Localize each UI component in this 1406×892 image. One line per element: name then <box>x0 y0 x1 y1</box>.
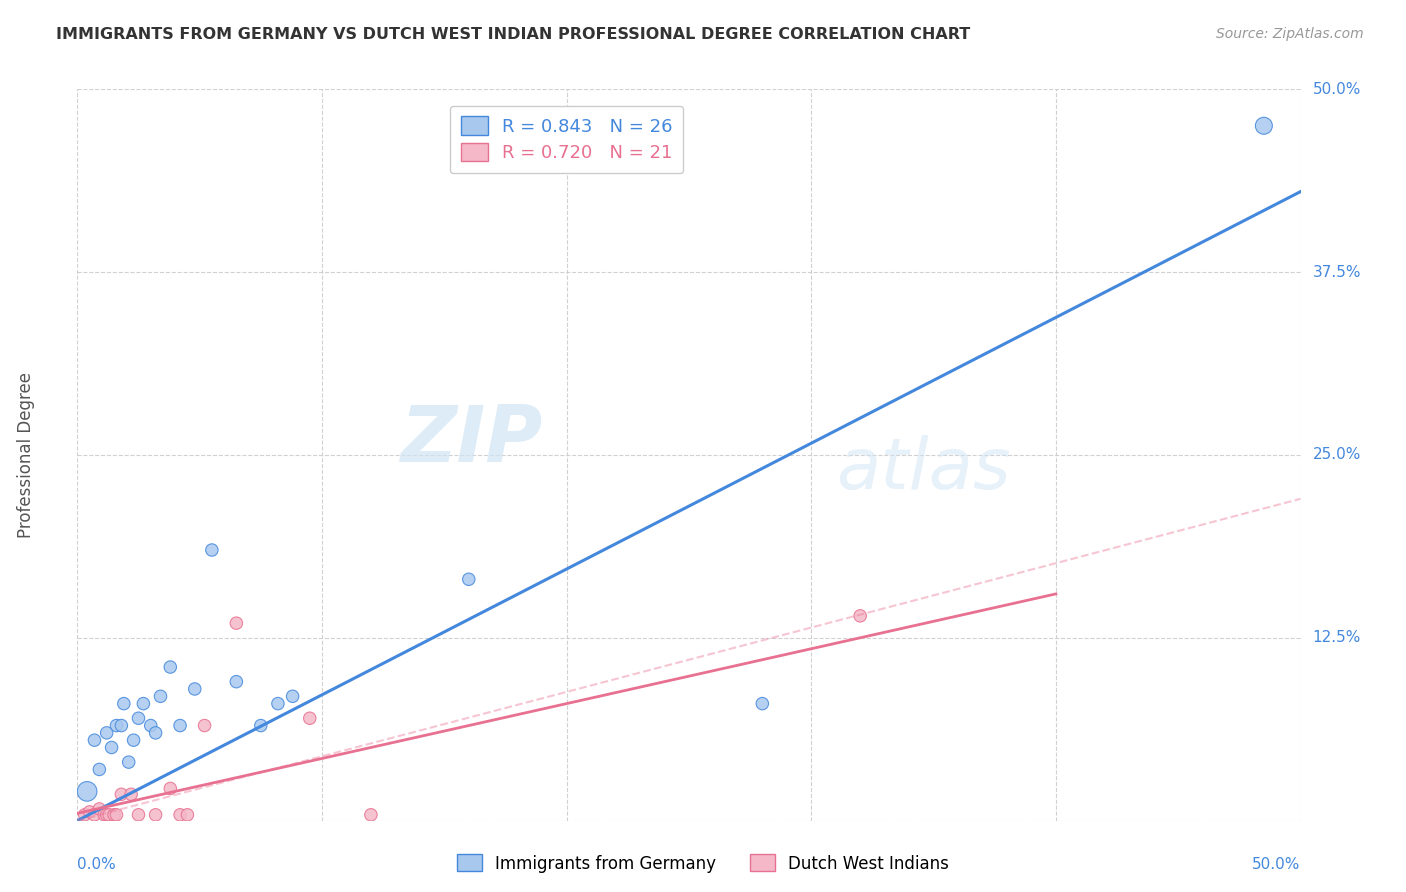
Point <box>250 718 273 732</box>
Point <box>132 697 155 711</box>
Point <box>120 787 142 801</box>
Point <box>127 711 149 725</box>
Point <box>159 781 181 796</box>
Point <box>1253 119 1275 133</box>
Point <box>751 697 773 711</box>
Point <box>96 807 118 822</box>
Point <box>169 807 191 822</box>
Text: 12.5%: 12.5% <box>1313 631 1361 645</box>
Point <box>127 807 149 822</box>
Point <box>93 807 115 822</box>
Text: atlas: atlas <box>835 435 1011 504</box>
Point <box>281 690 304 704</box>
Text: Source: ZipAtlas.com: Source: ZipAtlas.com <box>1216 27 1364 41</box>
Text: ZIP: ZIP <box>399 402 543 478</box>
Point <box>169 718 191 732</box>
Point <box>105 807 128 822</box>
Point <box>225 674 247 689</box>
Point <box>89 802 111 816</box>
Point <box>225 616 247 631</box>
Point <box>457 572 479 586</box>
Point <box>176 807 198 822</box>
Point <box>267 697 290 711</box>
Point <box>83 807 105 822</box>
Point <box>149 690 172 704</box>
Text: 50.0%: 50.0% <box>1313 82 1361 96</box>
Point <box>83 733 105 747</box>
Point <box>73 807 96 822</box>
Text: 37.5%: 37.5% <box>1313 265 1361 279</box>
Point <box>79 805 101 819</box>
Point <box>118 755 141 769</box>
Point <box>122 733 145 747</box>
Point <box>139 718 162 732</box>
Point <box>110 787 132 801</box>
Text: IMMIGRANTS FROM GERMANY VS DUTCH WEST INDIAN PROFESSIONAL DEGREE CORRELATION CHA: IMMIGRANTS FROM GERMANY VS DUTCH WEST IN… <box>56 27 970 42</box>
Legend: Immigrants from Germany, Dutch West Indians: Immigrants from Germany, Dutch West Indi… <box>450 847 956 880</box>
Point <box>360 807 382 822</box>
Point <box>184 681 207 696</box>
Point <box>145 726 167 740</box>
Point <box>76 784 98 798</box>
Text: 0.0%: 0.0% <box>77 857 117 872</box>
Text: 25.0%: 25.0% <box>1313 448 1361 462</box>
Point <box>112 697 135 711</box>
Point <box>849 608 872 623</box>
Legend: R = 0.843   N = 26, R = 0.720   N = 21: R = 0.843 N = 26, R = 0.720 N = 21 <box>450 105 683 173</box>
Point <box>105 718 128 732</box>
Point <box>193 718 215 732</box>
Point <box>201 543 224 558</box>
Point <box>298 711 321 725</box>
Point <box>98 807 121 822</box>
Point <box>145 807 167 822</box>
Point <box>103 807 125 822</box>
Point <box>110 718 132 732</box>
Point <box>89 763 111 777</box>
Point <box>159 660 181 674</box>
Point <box>100 740 122 755</box>
Point <box>96 726 118 740</box>
Text: Professional Degree: Professional Degree <box>17 372 35 538</box>
Text: 50.0%: 50.0% <box>1253 857 1301 872</box>
